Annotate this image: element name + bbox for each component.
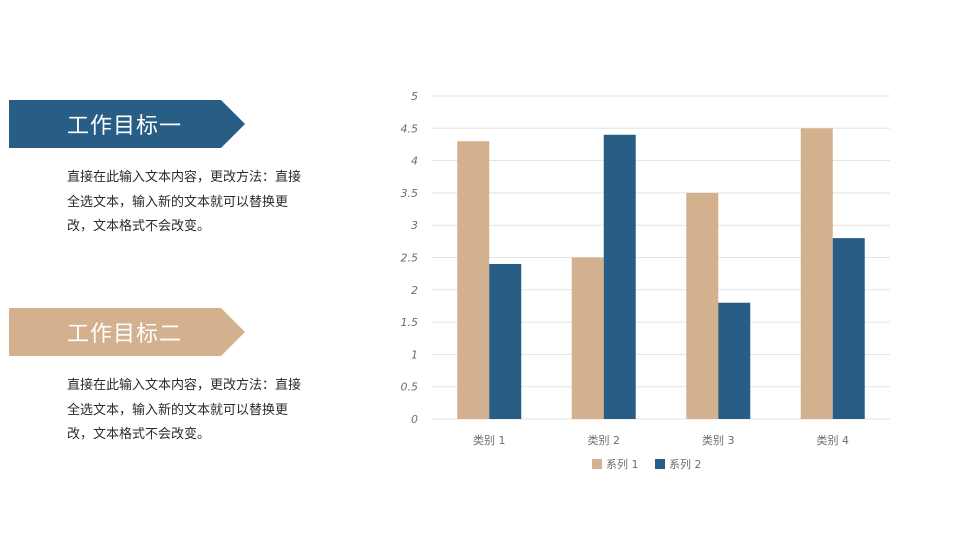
bar-chart: 0 0.5 1 1.5 2 2.5 3 3.5 4 4.5 5 类别 1 类别 2 类别 3 类别 4 系列 … [401,90,890,471]
x-tick-label: 类别 3 [702,433,735,447]
goal-2-title: 工作目标二 [67,322,183,347]
y-tick-label: 4 [411,155,418,168]
y-tick-label: 3.5 [401,187,419,200]
bar-2-1 [489,263,522,419]
y-tick-label: 2.5 [401,252,419,265]
bar-2-2 [603,134,636,419]
goal-1-description: 直接在此输入文本内容，更改方法：直接全选文本，输入新的文本就可以替换更改，文本格… [67,170,302,234]
y-tick-label: 0.5 [401,381,419,394]
legend-swatch-2 [655,459,665,469]
bar-2-4 [832,238,865,419]
goal-2-description: 直接在此输入文本内容，更改方法：直接全选文本，输入新的文本就可以替换更改，文本格… [67,378,302,442]
goal-2-banner: 工作目标二 [9,308,245,356]
legend-swatch-1 [592,459,602,469]
bar-1-4 [800,128,833,420]
legend-label-1: 系列 1 [606,457,639,471]
y-tick-label: 5 [411,90,418,103]
bar-1-1 [457,141,490,419]
legend-label-2: 系列 2 [669,457,702,471]
y-tick-label: 1.5 [401,316,419,329]
y-tick-label: 4.5 [401,122,419,135]
y-tick-label: 2 [411,284,418,297]
y-tick-label: 3 [411,219,418,232]
bar-1-2 [571,257,604,419]
goal-1-title: 工作目标一 [67,114,183,139]
x-tick-label: 类别 4 [817,433,850,447]
goal-1-banner: 工作目标一 [9,100,245,148]
y-tick-label: 0 [411,413,418,426]
x-tick-label: 类别 2 [588,433,621,447]
y-tick-label: 1 [411,348,418,361]
x-tick-label: 类别 1 [473,433,506,447]
bar-1-3 [686,192,719,419]
bar-2-3 [718,302,751,419]
